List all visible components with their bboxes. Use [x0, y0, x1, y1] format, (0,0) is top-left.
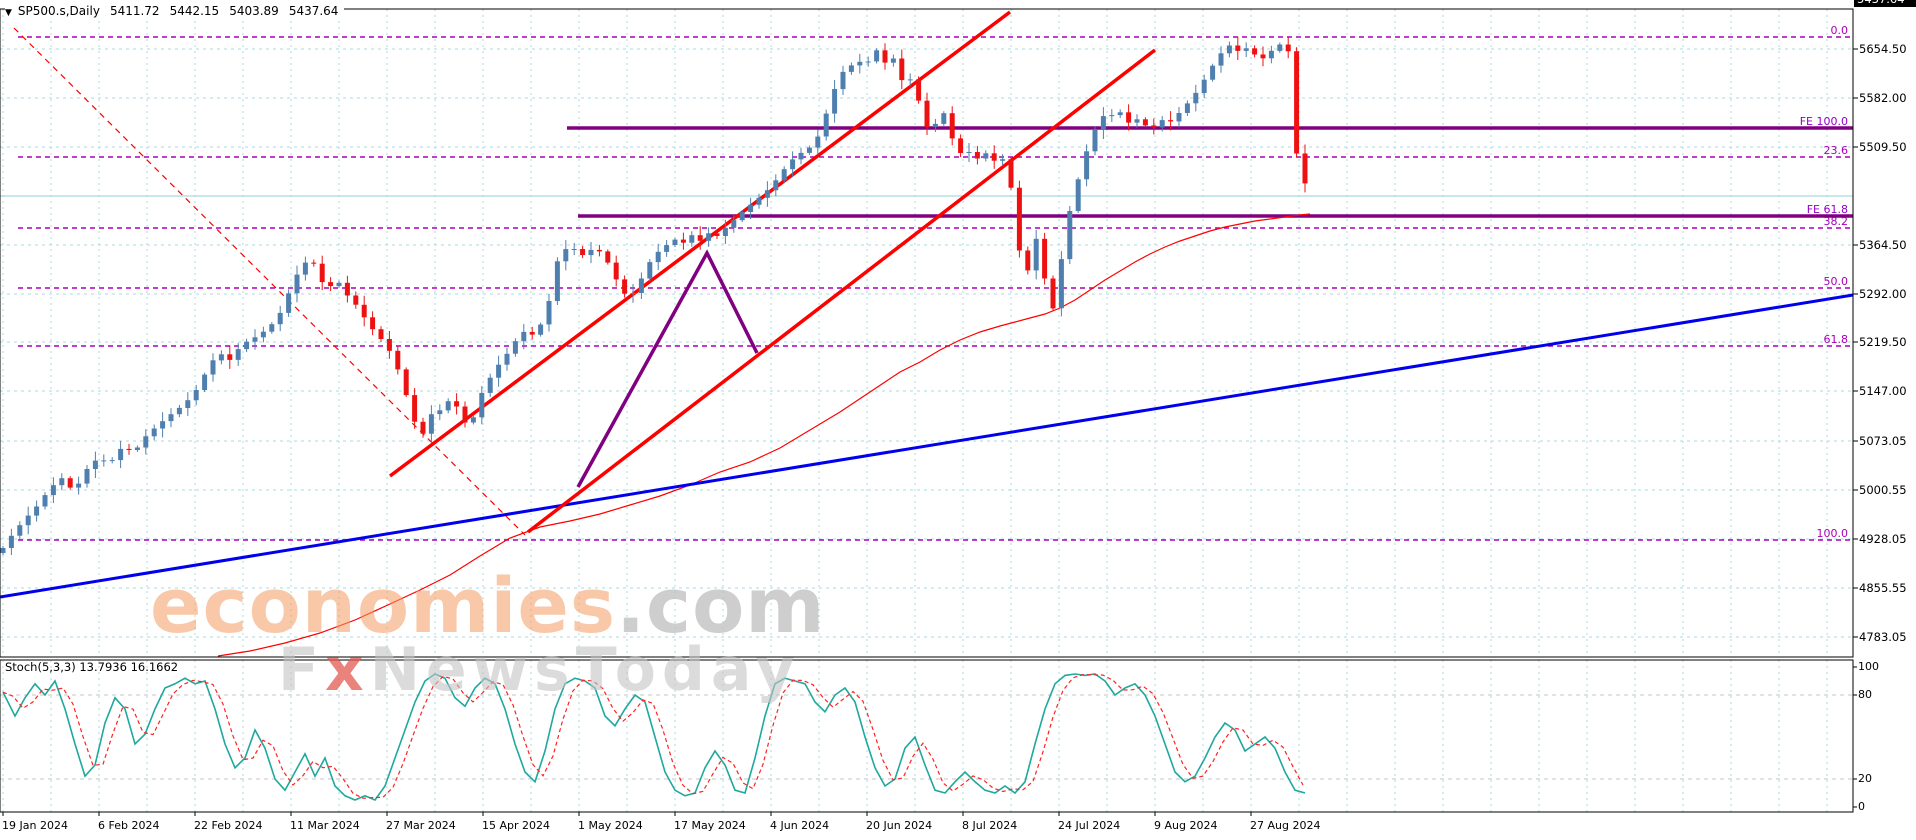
- price-axis-label: 5147.00: [1859, 384, 1907, 398]
- date-axis-label: 11 Mar 2024: [290, 819, 360, 832]
- watermark-fxnewstoday: FxNewsToday: [278, 640, 801, 700]
- symbol-dropdown-icon[interactable]: ▼: [5, 8, 12, 18]
- date-axis-label: 9 Aug 2024: [1154, 819, 1218, 832]
- price-axis-label: 5509.50: [1859, 140, 1907, 154]
- current-price-badge: 5437.64: [1854, 0, 1916, 7]
- fe-level-label: FE 61.8: [1806, 203, 1848, 216]
- date-axis-label: 17 May 2024: [674, 819, 746, 832]
- stochastic-label: Stoch(5,3,3) 13.7936 16.1662: [5, 660, 178, 674]
- watermark-brand: economies: [150, 561, 617, 650]
- ohlc-high: 5442.15: [169, 4, 220, 18]
- stochastic-values: 13.7936 16.1662: [79, 660, 179, 674]
- ohlc-close: 5437.64: [288, 4, 339, 18]
- watermark-domain: .com: [616, 561, 826, 650]
- date-axis-label: 24 Jul 2024: [1058, 819, 1121, 832]
- symbol-name: SP500.s,Daily: [17, 4, 100, 18]
- fib-level-label: 61.8: [1823, 333, 1849, 346]
- oscillator-axis-label: 100: [1858, 660, 1879, 673]
- price-axis-label: 5364.50: [1859, 238, 1907, 252]
- price-axis-label: 5582.00: [1859, 91, 1907, 105]
- fe-level-label: FE 100.0: [1799, 115, 1848, 128]
- date-axis-label: 20 Jun 2024: [866, 819, 933, 832]
- price-axis-label: 5654.50: [1859, 42, 1907, 56]
- date-axis-label: 15 Apr 2024: [482, 819, 551, 832]
- watermark-rest: NewsToday: [369, 635, 801, 705]
- price-axis-label: 4928.05: [1859, 532, 1907, 546]
- date-axis-label: 1 May 2024: [578, 819, 643, 832]
- price-axis-label: 4855.55: [1859, 581, 1907, 595]
- watermark-economies: economies.com: [150, 568, 825, 644]
- price-axis-label: 4783.05: [1859, 630, 1907, 644]
- fib-level-label: 23.6: [1823, 144, 1849, 157]
- date-axis-label: 27 Mar 2024: [386, 819, 456, 832]
- stochastic-name: Stoch(5,3,3): [5, 660, 76, 674]
- fib-level-label: 0.0: [1830, 24, 1849, 37]
- date-axis-label: 4 Jun 2024: [770, 819, 830, 832]
- fib-level-label: 38.2: [1823, 215, 1849, 228]
- fib-level-label: 50.0: [1823, 275, 1849, 288]
- price-axis-label: 5292.00: [1859, 287, 1907, 301]
- date-axis-label: 8 Jul 2024: [962, 819, 1018, 832]
- date-axis-label: 6 Feb 2024: [98, 819, 160, 832]
- date-axis-label: 19 Jan 2024: [2, 819, 68, 832]
- watermark-x: x: [325, 635, 370, 705]
- ohlc-open: 5411.72: [109, 4, 160, 18]
- watermark-f: F: [278, 635, 325, 705]
- oscillator-axis-label: 0: [1858, 800, 1865, 813]
- chart-title: ▼ SP500.s,Daily 5411.72 5442.15 5403.89 5437.…: [5, 4, 345, 18]
- date-axis-label: 27 Aug 2024: [1250, 819, 1321, 832]
- candles: [0, 36, 1308, 555]
- oscillator-axis-label: 80: [1858, 688, 1872, 701]
- oscillator-axis-label: 20: [1858, 772, 1872, 785]
- ohlc-low: 5403.89: [229, 4, 279, 18]
- fib-level-label: 100.0: [1816, 527, 1849, 540]
- price-axis-label: 5219.50: [1859, 335, 1907, 349]
- price-axis-label: 5000.55: [1859, 483, 1907, 497]
- date-axis-label: 22 Feb 2024: [194, 819, 263, 832]
- price-axis-label: 5073.05: [1859, 434, 1907, 448]
